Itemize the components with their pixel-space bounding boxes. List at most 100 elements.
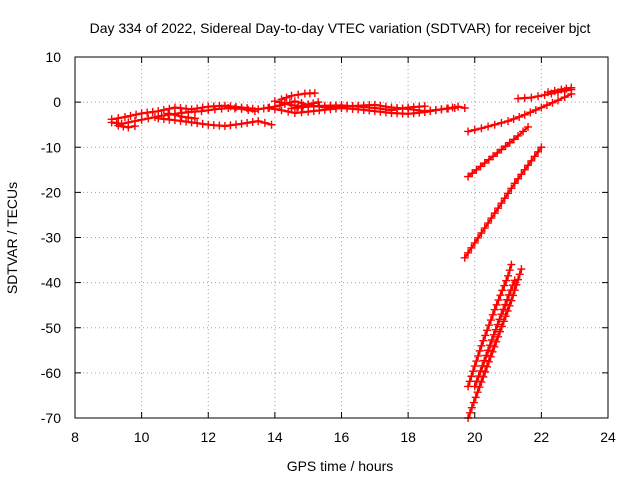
- x-tick-label: 20: [467, 429, 483, 445]
- data-point: [510, 179, 519, 188]
- data-point: [277, 106, 286, 115]
- data-point: [489, 330, 498, 339]
- x-tick-label: 18: [400, 429, 416, 445]
- data-point: [220, 122, 229, 131]
- data-point: [114, 114, 123, 123]
- data-point: [473, 388, 482, 397]
- data-point: [148, 107, 157, 116]
- data-point: [484, 219, 493, 228]
- data-point: [143, 108, 152, 117]
- data-point: [504, 271, 513, 280]
- data-point: [282, 93, 291, 102]
- x-axis-label: GPS time / hours: [287, 458, 394, 474]
- series-line: [473, 279, 516, 388]
- data-point: [490, 120, 499, 129]
- data-point: [542, 101, 551, 110]
- data-point: [524, 161, 533, 170]
- series-sat-q: [470, 276, 519, 391]
- data-point: [480, 159, 489, 168]
- data-point: [490, 305, 499, 314]
- data-point: [502, 276, 511, 285]
- data-point: [460, 103, 469, 112]
- data-point: [197, 107, 206, 116]
- data-point: [492, 300, 501, 309]
- series-sat-d: [154, 114, 276, 131]
- data-point: [376, 104, 385, 113]
- data-point: [464, 172, 473, 181]
- data-point: [484, 357, 493, 366]
- data-point: [497, 322, 506, 331]
- data-point: [165, 104, 174, 113]
- data-point: [507, 260, 516, 269]
- series-sat-i: [270, 97, 323, 111]
- data-point: [481, 331, 490, 340]
- data-point: [484, 155, 493, 164]
- x-tick-label: 16: [334, 429, 350, 445]
- data-point: [497, 310, 506, 319]
- data-point: [489, 152, 498, 161]
- data-point: [465, 377, 474, 386]
- data-point: [487, 335, 496, 344]
- data-point: [484, 122, 493, 131]
- data-point: [226, 121, 235, 130]
- data-point: [517, 170, 526, 179]
- data-point: [469, 367, 478, 376]
- data-point: [475, 346, 484, 355]
- data-point: [370, 103, 379, 112]
- data-point: [482, 351, 491, 360]
- data-point: [280, 99, 289, 108]
- series-sat-h: [287, 101, 429, 115]
- data-point: [159, 105, 168, 114]
- data-point: [476, 162, 485, 171]
- data-point: [483, 326, 492, 335]
- data-point: [544, 88, 553, 97]
- data-point: [472, 357, 481, 366]
- data-point: [467, 372, 476, 381]
- data-point: [294, 90, 303, 99]
- data-point: [494, 296, 503, 305]
- data-point: [499, 317, 508, 326]
- data-point: [503, 295, 512, 304]
- data-point: [119, 122, 128, 131]
- data-point: [476, 366, 485, 375]
- data-point: [237, 104, 246, 113]
- data-point: [270, 97, 279, 106]
- data-point: [491, 325, 500, 334]
- data-point: [314, 98, 323, 107]
- data-point: [144, 114, 153, 123]
- data-point: [486, 316, 495, 325]
- data-point: [501, 142, 510, 151]
- y-tick-label: -40: [41, 275, 61, 291]
- data-point: [507, 184, 516, 193]
- x-tick-label: 22: [534, 429, 550, 445]
- data-point: [193, 119, 202, 128]
- data-point: [398, 104, 407, 113]
- data-point: [501, 300, 510, 309]
- data-point: [474, 233, 483, 242]
- data-point: [497, 118, 506, 127]
- data-point: [505, 301, 514, 310]
- data-point: [493, 148, 502, 157]
- data-point: [299, 101, 308, 110]
- data-point: [460, 253, 469, 262]
- data-point: [124, 123, 133, 132]
- data-point: [184, 113, 193, 122]
- data-point: [232, 120, 241, 129]
- data-point: [468, 169, 477, 178]
- y-tick-label: 0: [53, 94, 61, 110]
- data-point: [477, 228, 486, 237]
- data-point: [190, 114, 199, 123]
- data-point: [467, 403, 476, 412]
- data-point: [470, 238, 479, 247]
- data-point: [450, 103, 459, 112]
- data-point: [486, 352, 495, 361]
- data-point: [484, 346, 493, 355]
- data-point: [488, 310, 497, 319]
- data-point: [490, 342, 499, 351]
- data-point: [498, 286, 507, 295]
- data-point: [480, 224, 489, 233]
- data-point: [517, 265, 526, 274]
- data-point: [479, 336, 488, 345]
- data-point: [514, 174, 523, 183]
